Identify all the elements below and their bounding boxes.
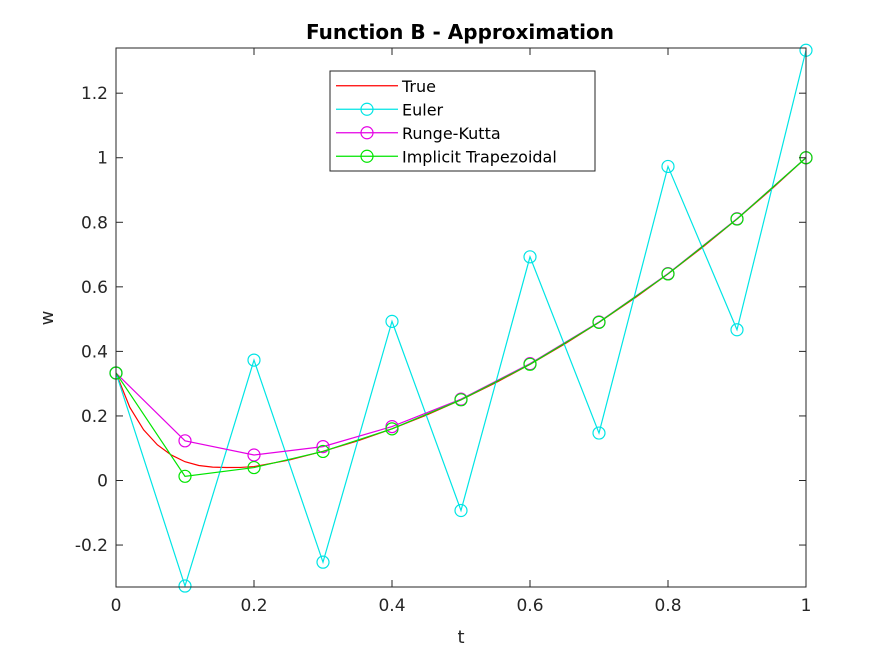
legend-marker-3: [360, 149, 374, 163]
series-3-point-8: [661, 267, 675, 281]
series-1-point-2: [247, 353, 261, 367]
y-axis-label: w: [37, 311, 58, 326]
x-tick-label-2: 0.4: [378, 596, 405, 616]
x-axis-label: t: [457, 627, 464, 648]
axes-box: [115, 47, 807, 588]
legend: True Euler Runge-Kutta Implicit Trapezoidal: [329, 70, 596, 172]
series-3-point-9: [730, 212, 744, 226]
series-1-point-8: [661, 159, 675, 174]
y-tick-label-2: 0.2: [81, 407, 108, 427]
y-tick-label-1: 0: [97, 471, 108, 491]
y-tick-label-4: 0.6: [81, 278, 108, 298]
y-tick-label-3: 0.4: [81, 342, 108, 362]
series-3-point-2: [247, 460, 261, 475]
series-3-point-7: [592, 315, 606, 329]
series-3-point-4: [385, 422, 399, 436]
legend-label-2: Runge-Kutta: [402, 124, 501, 143]
legend-label-1: Euler: [402, 100, 444, 119]
axes-layer: 0 0.2 0.4 0.6 0.8 1 -0.2 0 0.2 0.4 0.6 0.8 1 1.2: [75, 47, 812, 616]
x-tick-label-1: 0.2: [240, 596, 267, 616]
x-tick-label-3: 0.6: [516, 596, 543, 616]
legend-label-0: True: [401, 77, 436, 96]
y-tick-label-5: 0.8: [81, 213, 108, 233]
y-tick-label-6: 1: [97, 149, 108, 169]
legend-label-3: Implicit Trapezoidal: [402, 147, 557, 166]
series-3-point-6: [523, 357, 537, 371]
series-3-point-5: [454, 393, 468, 407]
series-1-point-3: [316, 555, 330, 569]
legend-marker-2: [360, 126, 374, 140]
series-3-point-1: [178, 469, 192, 483]
series-1-point-7: [592, 426, 606, 440]
y-tick-label-0: -0.2: [75, 536, 108, 556]
series-1-point-4: [385, 314, 399, 328]
legend-box: [329, 70, 596, 172]
chart-title: Function B - Approximation: [306, 20, 614, 44]
series-layer: [109, 43, 813, 593]
series-1-point-5: [454, 503, 468, 518]
x-tick-label-4: 0.8: [654, 596, 681, 616]
y-tick-label-7: 1.2: [81, 84, 108, 104]
legend-marker-1: [360, 102, 374, 116]
x-tick-label-0: 0: [111, 596, 122, 616]
series-1-point-9: [730, 323, 744, 337]
series-1-point-6: [523, 250, 537, 264]
series-2-point-1: [178, 434, 192, 448]
series-3-point-3: [316, 444, 330, 459]
series-line-3: [115, 157, 807, 477]
series-2-point-3: [316, 440, 330, 454]
x-tick-label-5: 1: [801, 596, 812, 616]
series-1-point-1: [178, 579, 192, 593]
series-line-1: [115, 50, 807, 589]
